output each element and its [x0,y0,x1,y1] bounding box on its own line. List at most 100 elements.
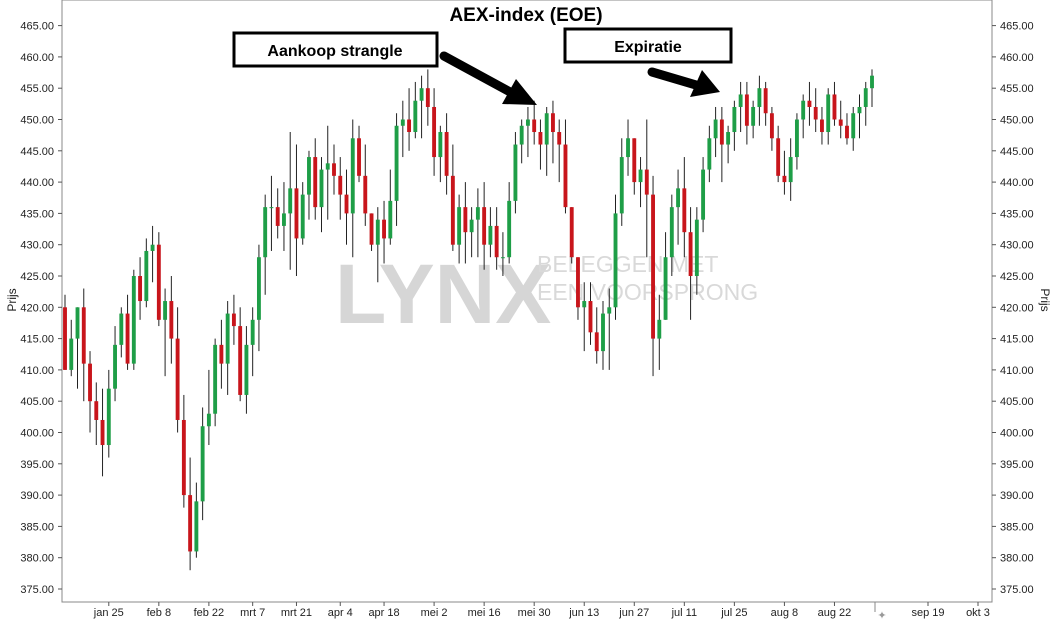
candle-body [845,125,849,139]
candle [820,106,824,145]
candle [438,125,443,183]
candle-body [488,225,493,245]
candle [732,100,737,151]
candle [588,282,593,345]
candle-body [482,207,487,245]
candle [719,106,724,183]
candle [100,388,105,477]
candle-body [388,200,393,239]
candle-body [788,157,793,183]
candle-body [726,132,731,145]
candle-body [231,313,236,327]
candle [613,194,618,320]
candle [419,75,424,139]
watermark-tagline-1: BELEGGEN MET [537,251,718,277]
candle-body [450,175,455,245]
candle-body [263,207,268,258]
candle-body [181,419,186,496]
candle [713,106,718,158]
y-tick-label-left: 375.00 [20,584,54,596]
candle [525,106,530,158]
x-axis-ticks: jan 25 feb 8 feb 22 mrt 7 mrt 21 apr 4 apr 18 m… [93,602,990,619]
candle-body [544,113,549,145]
candle-body [69,338,74,370]
candle-body [63,307,67,370]
y-tick-label-left: 385.00 [20,521,54,533]
candle [826,88,831,145]
candle-body [294,188,299,239]
candle-body [500,257,505,259]
candle [75,307,80,389]
candle-body [601,313,605,352]
candle-body [363,175,368,214]
candle [669,194,674,276]
candle-body [807,100,812,107]
candle [475,188,480,258]
candle [507,182,512,264]
candle [763,81,768,126]
candle [557,119,562,183]
candle [432,88,437,176]
y-tick-label-left: 435.00 [20,208,54,220]
candle-body [713,119,718,139]
candle-body [676,188,681,208]
y-tick-label-left: 460.00 [20,52,54,64]
candle [688,207,693,320]
y-tick-label-right: 455.00 [1000,83,1034,95]
candle [551,100,555,164]
x-tick-label: mrt 21 [281,607,312,619]
candle-body [475,207,480,220]
x-tick-label: jun 27 [618,607,649,619]
candle-body [513,144,518,201]
candle [500,232,505,276]
candle-body [507,200,512,258]
candle-body [225,313,230,364]
candle [63,294,67,370]
candle-body [344,194,349,214]
candle-body [794,119,799,158]
candle [482,182,487,270]
candle-body [407,119,412,133]
x-tick-label: apr 4 [328,607,353,619]
candle [738,81,743,133]
candle [532,100,537,145]
candle-body [138,276,143,302]
annotation-aankoop-strangle: Aankoop strangle [232,31,439,68]
candle-body [469,219,474,233]
candle [300,182,305,245]
candle [288,132,293,270]
candle-body [357,138,361,176]
y-tick-label-left: 420.00 [20,302,54,314]
candle [357,125,361,183]
candle [601,301,605,370]
candle [363,144,368,226]
candle-body [644,169,649,195]
candle-body [613,213,618,308]
y-tick-label-right: 410.00 [1000,365,1034,377]
x-tick-label: jan 25 [93,607,124,619]
candle [163,288,168,377]
candle [832,81,837,126]
candle-body [375,219,380,245]
x-tick-label: mei 2 [421,607,448,619]
candle-body [707,138,712,170]
y-tick-label-right: 380.00 [1000,553,1034,565]
candle [870,69,874,107]
candle-body [732,106,737,133]
candle-body [169,301,174,339]
candle-body [763,88,768,114]
candle-body [519,125,524,145]
candle-body [857,106,862,114]
x-tick-label: mei 16 [468,607,501,619]
y-tick-label-right: 395.00 [1000,459,1034,471]
x-tick-label: mei 30 [518,607,551,619]
scroll-marker-icon[interactable]: ✦ [877,609,886,620]
candle [69,319,74,377]
candle [563,119,568,214]
candle-body [657,319,662,339]
candle [219,319,224,389]
y-tick-label-right: 460.00 [1000,52,1034,64]
candle [238,307,243,402]
arrow-to-expiration [647,67,720,97]
y-tick-label-left: 410.00 [20,365,54,377]
